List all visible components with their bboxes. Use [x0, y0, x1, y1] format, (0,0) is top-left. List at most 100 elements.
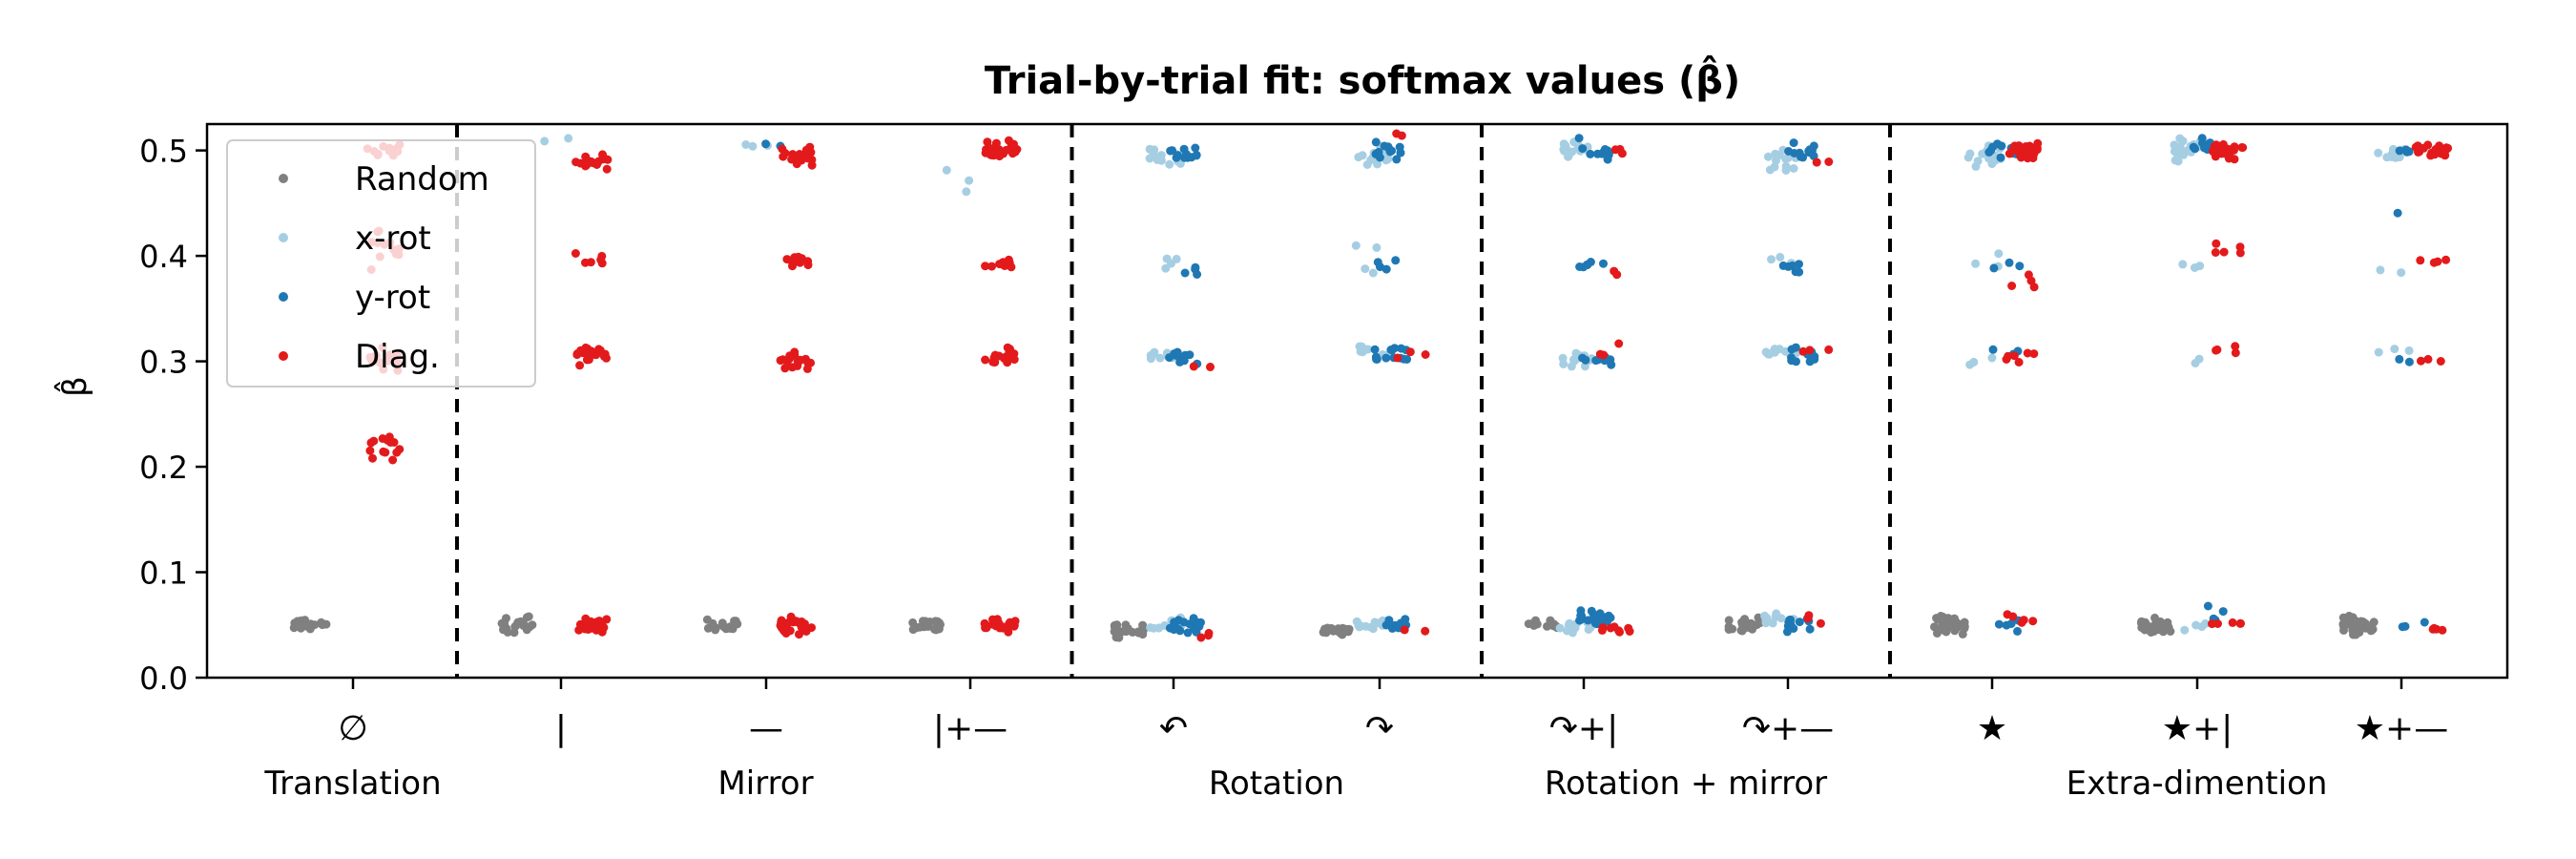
data-point — [2395, 354, 2404, 364]
data-point — [1798, 153, 1808, 162]
data-point — [2203, 601, 2212, 611]
data-point — [603, 155, 613, 164]
legend-marker — [279, 174, 288, 183]
data-point — [571, 249, 580, 258]
data-point — [2003, 610, 2012, 619]
data-point — [395, 445, 405, 454]
data-point — [1561, 145, 1570, 155]
x-tick-label: ★+| — [2162, 709, 2233, 748]
legend-marker — [279, 233, 288, 242]
data-point — [1571, 355, 1581, 365]
data-point — [289, 623, 299, 633]
data-point — [369, 436, 379, 446]
data-point — [1939, 625, 1948, 635]
data-point — [800, 624, 810, 634]
data-point — [596, 255, 606, 264]
data-point — [2441, 255, 2451, 264]
data-point — [1381, 264, 1391, 274]
data-point — [795, 630, 803, 639]
data-point — [2415, 147, 2424, 157]
data-point — [1185, 350, 1195, 360]
data-point — [2166, 627, 2175, 636]
data-point — [991, 138, 1001, 148]
data-point — [594, 157, 604, 166]
data-point — [1581, 355, 1590, 365]
data-point — [2014, 358, 2024, 367]
data-point — [1803, 613, 1813, 622]
data-point — [2374, 347, 2383, 357]
data-point — [1122, 626, 1132, 636]
data-point — [987, 262, 996, 271]
data-point — [1007, 262, 1016, 272]
data-point — [381, 448, 390, 457]
data-point — [499, 625, 508, 635]
data-point — [2416, 256, 2425, 265]
data-point — [1776, 252, 1785, 262]
data-point — [2149, 627, 2158, 636]
data-point — [1111, 622, 1120, 632]
data-point — [2390, 345, 2399, 354]
y-axis-label: β̂ — [54, 376, 94, 397]
data-point — [1145, 144, 1154, 154]
data-point — [1624, 623, 1633, 633]
data-point — [2142, 620, 2151, 630]
data-point — [1994, 619, 2004, 629]
data-point — [1789, 138, 1798, 148]
data-point — [1373, 159, 1382, 169]
data-point — [1784, 147, 1794, 156]
data-point — [587, 620, 596, 630]
data-point — [1610, 145, 1620, 155]
data-point — [2180, 625, 2190, 635]
data-point — [1405, 347, 1415, 357]
data-point — [1179, 144, 1189, 154]
x-tick-label: ↶ — [1159, 709, 1188, 748]
data-point — [1795, 260, 1803, 269]
data-point — [2423, 140, 2433, 150]
data-point — [1361, 621, 1371, 631]
data-point — [1191, 143, 1200, 153]
data-point — [2009, 351, 2019, 361]
data-point — [1595, 349, 1605, 359]
y-tick-label: 0.5 — [139, 134, 188, 170]
data-point — [2391, 153, 2400, 162]
data-point — [2178, 136, 2188, 146]
data-point — [1387, 623, 1397, 633]
data-point — [2397, 268, 2406, 278]
data-point — [1319, 627, 1328, 637]
data-point — [1728, 624, 1737, 634]
data-point — [1393, 353, 1402, 363]
data-point — [1584, 616, 1592, 625]
data-point — [1963, 153, 1973, 162]
data-point — [1370, 345, 1380, 354]
y-tick-label: 0.1 — [139, 555, 188, 592]
data-point — [781, 629, 791, 638]
data-point — [1191, 262, 1200, 272]
data-point — [790, 347, 800, 357]
data-point — [1770, 345, 1779, 354]
data-point — [1574, 134, 1584, 143]
data-point — [1397, 131, 1406, 140]
data-point — [2029, 349, 2039, 359]
data-point — [1951, 621, 1961, 631]
data-point — [807, 623, 816, 633]
data-point — [1145, 154, 1154, 163]
data-point — [2007, 282, 2017, 290]
data-point — [2211, 248, 2220, 257]
data-point — [1149, 349, 1158, 359]
data-point — [2015, 262, 2025, 271]
data-point — [1600, 145, 1610, 154]
data-point — [2228, 618, 2237, 627]
data-point — [584, 157, 593, 166]
data-point — [2344, 613, 2354, 622]
data-point — [1174, 624, 1183, 634]
data-point — [2192, 620, 2201, 630]
data-point — [1765, 165, 1775, 175]
data-point — [1008, 145, 1018, 155]
data-point — [1824, 157, 1834, 166]
data-point — [1374, 618, 1383, 628]
data-point — [1583, 260, 1592, 269]
data-point — [1391, 256, 1401, 265]
x-tick-label: ★ — [1977, 709, 2007, 748]
data-point — [1524, 619, 1533, 629]
data-point — [2178, 260, 2188, 269]
